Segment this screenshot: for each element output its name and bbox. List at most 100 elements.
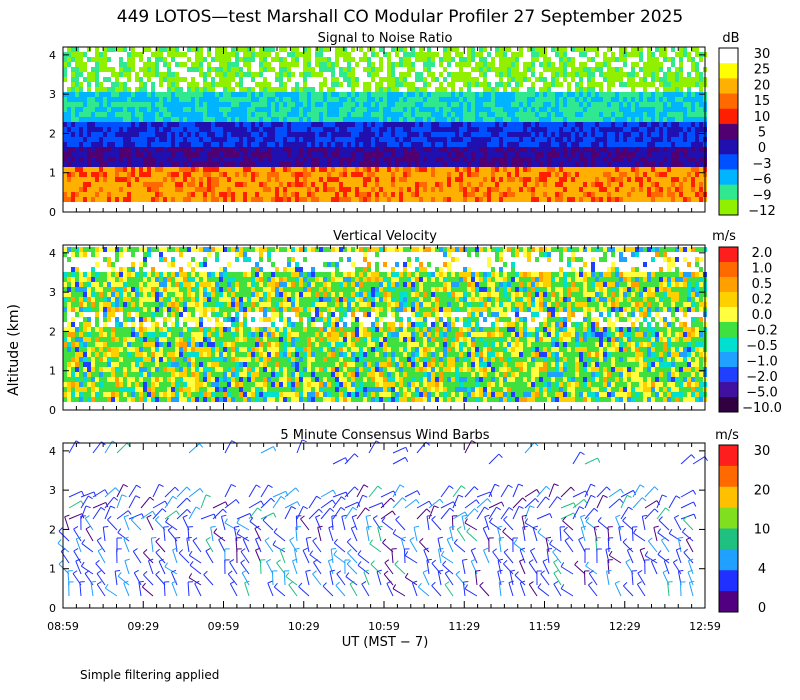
- snr-cell: [339, 192, 343, 197]
- snr-cell: [587, 147, 591, 152]
- snr-cell: [335, 112, 339, 117]
- snr-cell: [255, 122, 259, 127]
- snr-cell: [83, 142, 87, 147]
- snr-x-ticks: [62, 47, 706, 212]
- snr-cell: [119, 192, 123, 197]
- snr-cell: [295, 182, 299, 187]
- snr-cell: [491, 57, 495, 62]
- snr-cell: [387, 107, 391, 112]
- snr-cell: [387, 157, 391, 162]
- snr-cell: [567, 177, 571, 182]
- velocity-cell: [91, 362, 95, 367]
- snr-cell: [691, 152, 695, 157]
- snr-cell: [611, 122, 615, 127]
- snr-cell: [263, 152, 267, 157]
- snr-cell: [347, 112, 351, 117]
- snr-cell: [347, 177, 351, 182]
- velocity-cell: [103, 372, 107, 377]
- snr-cell: [443, 197, 447, 202]
- snr-cell: [687, 57, 691, 62]
- snr-cell: [87, 47, 91, 52]
- snr-cell: [503, 182, 507, 187]
- snr-cell: [503, 72, 507, 77]
- snr-cell: [443, 112, 447, 117]
- snr-cell: [239, 112, 243, 117]
- snr-cell: [435, 102, 439, 107]
- snr-cell: [119, 162, 123, 167]
- snr-cell: [663, 57, 667, 62]
- velocity-cell: [75, 272, 79, 277]
- snr-cell: [387, 167, 391, 172]
- snr-cell: [539, 147, 543, 152]
- snr-cell: [667, 162, 671, 167]
- snr-cell: [443, 172, 447, 177]
- snr-cell: [351, 157, 355, 162]
- snr-cell: [115, 72, 119, 77]
- snr-cell: [335, 102, 339, 107]
- snr-cell: [311, 172, 315, 177]
- snr-cell: [231, 77, 235, 82]
- snr-cell: [315, 97, 319, 102]
- snr-cell: [447, 52, 451, 57]
- snr-cell: [651, 192, 655, 197]
- snr-cell: [135, 182, 139, 187]
- snr-cell: [299, 152, 303, 157]
- snr-cell: [431, 117, 435, 122]
- snr-cell: [595, 172, 599, 177]
- snr-cell: [663, 122, 667, 127]
- snr-cell: [147, 137, 151, 142]
- snr-cell: [303, 72, 307, 77]
- snr-cell: [415, 72, 419, 77]
- snr-cell: [263, 132, 267, 137]
- snr-cell: [151, 162, 155, 167]
- snr-cell: [195, 172, 199, 177]
- snr-cell: [227, 117, 231, 122]
- snr-cell: [175, 127, 179, 132]
- snr-cell: [371, 62, 375, 67]
- snr-cell: [535, 167, 539, 172]
- snr-cell: [687, 72, 691, 77]
- snr-cell: [147, 182, 151, 187]
- snr-cell: [259, 107, 263, 112]
- snr-cell: [259, 52, 263, 57]
- snr-cell: [95, 157, 99, 162]
- snr-cell: [419, 147, 423, 152]
- snr-cell: [467, 177, 471, 182]
- snr-cell: [495, 197, 499, 202]
- snr-cell: [159, 187, 163, 192]
- snr-cell: [451, 187, 455, 192]
- snr-cell: [595, 62, 599, 67]
- velocity-cell: [103, 322, 107, 327]
- snr-cell: [455, 137, 459, 142]
- snr-cell: [619, 162, 623, 167]
- snr-cell: [135, 72, 139, 77]
- snr-cell: [595, 182, 599, 187]
- snr-cell: [247, 177, 251, 182]
- snr-cell: [531, 67, 535, 72]
- snr-cell: [371, 47, 375, 52]
- velocity-cell: [67, 382, 71, 387]
- snr-cell: [151, 87, 155, 92]
- snr-cell: [411, 172, 415, 177]
- velocity-cell: [91, 397, 95, 402]
- snr-cell: [143, 157, 147, 162]
- snr-cell: [459, 167, 463, 172]
- snr-cell: [551, 177, 555, 182]
- snr-cell: [159, 52, 163, 57]
- snr-cell: [139, 157, 143, 162]
- snr-cell: [283, 152, 287, 157]
- snr-cell: [275, 72, 279, 77]
- snr-cell: [267, 152, 271, 157]
- snr-cell: [139, 192, 143, 197]
- snr-cell: [219, 177, 223, 182]
- snr-cell: [71, 157, 75, 162]
- snr-cell: [699, 157, 703, 162]
- snr-cell: [339, 167, 343, 172]
- snr-cell: [607, 102, 611, 107]
- snr-cell: [643, 87, 647, 92]
- snr-cell: [479, 102, 483, 107]
- snr-cell: [235, 127, 239, 132]
- velocity-cell: [71, 302, 75, 307]
- snr-cell: [123, 72, 127, 77]
- snr-cell: [427, 127, 431, 132]
